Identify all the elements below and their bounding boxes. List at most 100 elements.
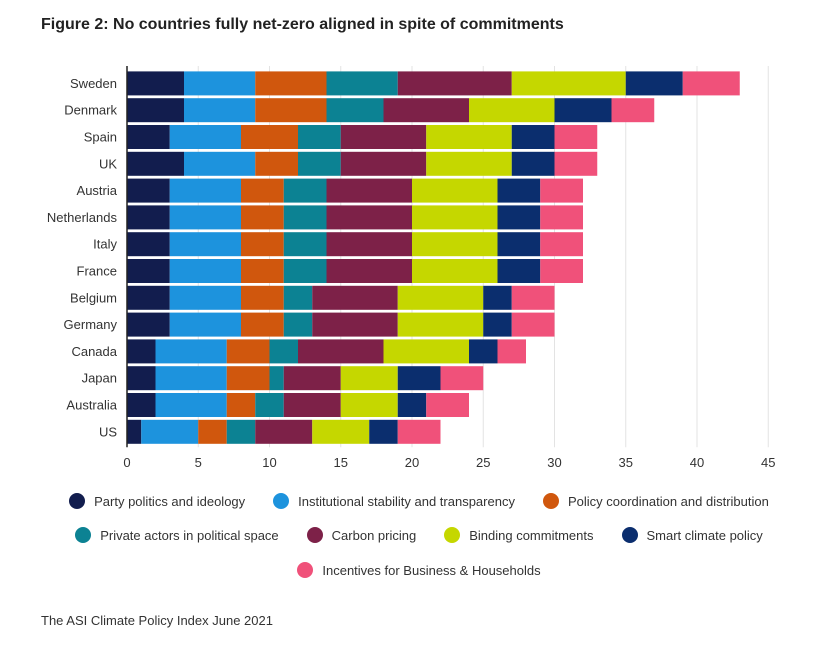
bar-segment — [497, 178, 541, 203]
bar-segment — [127, 259, 170, 283]
legend-label: Policy coordination and distribution — [567, 493, 769, 509]
bar-segment — [326, 232, 412, 257]
bar-segment — [169, 232, 241, 257]
bar-segment — [540, 205, 583, 230]
bar-segment — [169, 205, 241, 230]
legend-swatch — [69, 493, 86, 509]
bar-segment — [469, 339, 498, 364]
category-label: Australia — [66, 398, 117, 413]
bar-segment — [155, 366, 227, 391]
bar-segment — [497, 259, 541, 283]
category-label: Austria — [77, 183, 118, 198]
x-tick-label: 25 — [476, 455, 490, 470]
bar-segment — [127, 419, 142, 444]
bar-segment — [283, 205, 327, 230]
x-tick-label: 5 — [195, 455, 202, 470]
bar-segment — [340, 366, 398, 391]
bar-segment — [127, 366, 156, 391]
bar-segment — [127, 98, 184, 123]
bar-segment — [383, 98, 469, 123]
bar-segment — [369, 419, 398, 444]
legend-swatch — [542, 493, 559, 509]
bar-segment — [127, 285, 170, 310]
bar-segment — [483, 312, 512, 337]
bar-segment — [540, 259, 583, 283]
bar-segment — [255, 98, 327, 123]
bar-segment — [283, 366, 341, 391]
bar-segment — [241, 178, 284, 203]
bar-segment — [127, 71, 184, 96]
bar-segment — [226, 393, 256, 417]
bar-segment — [625, 71, 683, 96]
bar-segment — [269, 339, 298, 364]
bar-segment — [412, 205, 498, 230]
legend-item-party-politics: Party politics and ideology — [69, 493, 245, 509]
bar-segment — [540, 178, 583, 203]
bar-segment — [554, 151, 598, 176]
category-label: Italy — [93, 237, 117, 252]
bar-segment — [497, 339, 526, 364]
legend-label: Incentives for Business & Households — [322, 562, 541, 578]
bar-segment — [326, 205, 412, 230]
bar-segment — [497, 232, 541, 257]
category-label: Denmark — [64, 103, 117, 118]
bar-segment — [397, 393, 427, 417]
bar-segment — [255, 151, 298, 176]
legend-swatch — [273, 493, 290, 509]
legend-label: Private actors in political space — [100, 527, 279, 543]
legend-label: Institutional stability and transparency — [298, 493, 515, 509]
bar-segment — [226, 339, 270, 364]
bar-segment — [283, 312, 313, 337]
category-label: Belgium — [70, 290, 117, 305]
bar-segment — [127, 151, 184, 176]
category-label: Spain — [84, 130, 117, 145]
legend-swatch — [621, 527, 638, 543]
bar-segment — [241, 205, 284, 230]
bar-segment — [169, 178, 241, 203]
bar-segment — [241, 259, 284, 283]
bar-segment — [283, 232, 327, 257]
bar-segment — [469, 98, 555, 123]
legend-row-1: Party politics and ideology Institutiona… — [0, 493, 838, 509]
x-tick-label: 35 — [619, 455, 633, 470]
bar-segment — [127, 312, 170, 337]
bar-segment — [397, 312, 484, 337]
bar-segment — [169, 312, 241, 337]
legend-label: Binding commitments — [469, 527, 594, 543]
bar-segment — [127, 339, 156, 364]
bar-segment — [412, 232, 498, 257]
bar-segment — [312, 419, 370, 444]
bar-segment — [269, 366, 284, 391]
bar-segment — [554, 125, 598, 149]
bar-segment — [169, 125, 241, 149]
bar-segment — [440, 366, 484, 391]
bar-segment — [283, 178, 327, 203]
category-label: France — [77, 264, 117, 279]
x-tick-label: 30 — [547, 455, 561, 470]
legend-item-private-actors: Private actors in political space — [75, 527, 279, 543]
bar-segment — [141, 419, 199, 444]
stacked-bar-chart: Sweden Denmark Spain UK Austria Netherlands It… — [47, 66, 775, 470]
bar-segment — [241, 232, 284, 257]
bar-segment — [169, 259, 241, 283]
legend-item-binding-commitments: Binding commitments — [444, 527, 594, 543]
chart-title: Figure 2: No countries fully net-zero al… — [41, 16, 564, 33]
bar-segment — [326, 71, 398, 96]
bar-segment — [412, 178, 498, 203]
bar-segment — [283, 259, 327, 283]
category-label: Netherlands — [47, 210, 118, 225]
bar-segment — [412, 259, 498, 283]
legend-swatch — [297, 562, 314, 578]
bar-segment — [312, 285, 398, 310]
bar-segment — [426, 151, 512, 176]
bar-segment — [127, 205, 170, 230]
bar-segment — [511, 151, 555, 176]
legend-item-smart-climate-policy: Smart climate policy — [621, 527, 763, 543]
bar-segment — [312, 312, 398, 337]
legend-item-policy-coordination: Policy coordination and distribution — [542, 493, 769, 509]
bar-segment — [283, 393, 341, 417]
x-tick-label: 15 — [334, 455, 348, 470]
bar-segment — [326, 259, 412, 283]
bar-segment — [483, 285, 512, 310]
bar-segment — [184, 98, 256, 123]
